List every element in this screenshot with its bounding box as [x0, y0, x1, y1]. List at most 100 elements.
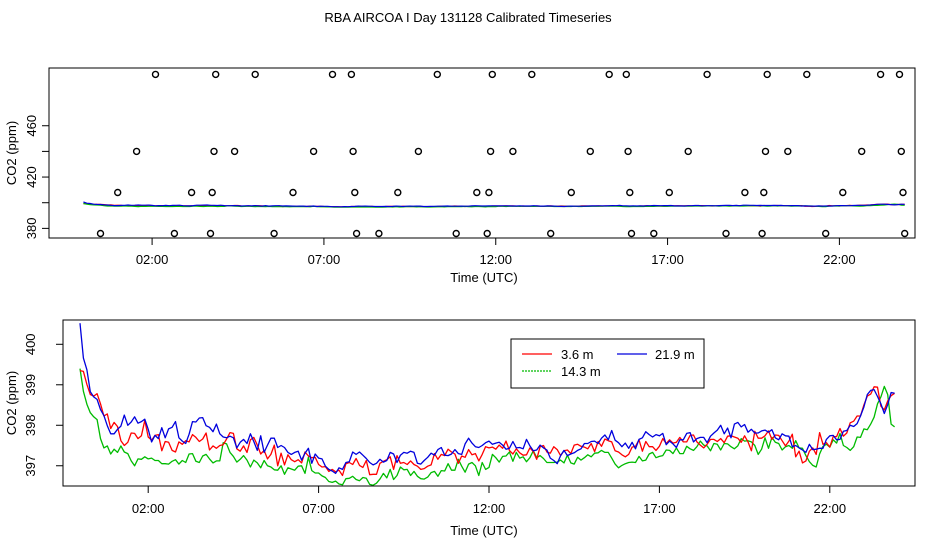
legend-label-14.3m: 14.3 m: [561, 364, 601, 379]
data-point: [760, 188, 768, 197]
data-point: [899, 188, 907, 197]
data-point: [96, 229, 105, 238]
plot-frame: [62, 319, 916, 487]
data-point: [627, 229, 636, 238]
series-line-21.9m: [79, 323, 895, 475]
data-point: [895, 70, 904, 79]
data-point: [567, 188, 575, 197]
series-line-3.6m: [79, 369, 895, 477]
data-point: [703, 70, 711, 79]
data-point: [605, 70, 613, 79]
data-point: [309, 147, 318, 156]
data-point: [414, 147, 423, 156]
y-tick-label: 380: [24, 218, 39, 240]
data-point: [113, 188, 122, 197]
y-tick-label: 397: [23, 455, 38, 477]
data-point: [586, 147, 594, 156]
x-tick-label: 22:00: [814, 501, 847, 516]
data-point: [528, 70, 536, 79]
data-point: [170, 229, 179, 238]
data-point: [803, 70, 811, 79]
legend: 3.6 m 14.3 m 21.9 m: [510, 338, 705, 389]
data-point: [473, 188, 481, 197]
data-point: [352, 229, 361, 238]
data-point: [251, 70, 259, 79]
legend-label-3.6m: 3.6 m: [561, 347, 594, 362]
data-point: [349, 147, 357, 156]
data-point: [488, 70, 496, 79]
data-point: [761, 147, 770, 156]
y-axis-label: CO2 (ppm): [4, 371, 19, 435]
y-axis: 397 398 399 400: [23, 333, 64, 477]
y-tick-label: 400: [23, 333, 38, 355]
data-point: [763, 70, 771, 79]
data-point: [485, 188, 493, 197]
data-point: [839, 188, 847, 197]
series-line-14.3m: [79, 368, 896, 486]
data-point: [483, 229, 491, 238]
y-axis: 380 420 460: [24, 100, 50, 240]
scatter-panel: 02:00 07:00 12:00 17:00 22:00 380 420 460 Time…: [4, 67, 916, 285]
x-axis: 02:00 07:00 12:00 17:00 22:00: [132, 485, 847, 516]
legend-label-21.9m: 21.9 m: [655, 347, 695, 362]
y-tick-label: 398: [23, 414, 38, 436]
x-tick-label: 12:00: [479, 252, 512, 267]
data-point: [509, 147, 517, 156]
data-point: [784, 147, 792, 156]
data-point: [289, 188, 297, 197]
data-point: [230, 147, 239, 156]
data-point: [270, 229, 278, 238]
data-point: [151, 70, 160, 79]
data-point: [622, 70, 630, 79]
data-point: [741, 188, 749, 197]
x-tick-label: 12:00: [473, 501, 506, 516]
x-tick-label: 07:00: [308, 252, 341, 267]
data-point: [858, 147, 866, 156]
figure-title: RBA AIRCOA I Day 131128 Calibrated Times…: [324, 10, 612, 25]
y-tick-label: 460: [24, 115, 39, 137]
plot-area: [79, 323, 896, 486]
data-point: [897, 147, 905, 156]
x-axis-label: Time (UTC): [450, 523, 517, 538]
data-point: [187, 188, 196, 197]
x-tick-label: 02:00: [132, 501, 165, 516]
series-line-14.3m: [83, 202, 905, 208]
data-point: [650, 229, 658, 238]
data-point: [208, 188, 216, 197]
data-point: [626, 188, 634, 197]
data-point: [132, 147, 141, 156]
x-tick-label: 17:00: [651, 252, 684, 267]
data-point: [211, 70, 220, 79]
data-point: [486, 147, 495, 156]
x-axis-label: Time (UTC): [450, 270, 517, 285]
data-point: [394, 188, 402, 197]
x-tick-label: 22:00: [823, 252, 856, 267]
y-tick-label: 420: [24, 166, 39, 188]
data-point: [210, 147, 218, 156]
data-point: [624, 147, 632, 156]
data-point: [547, 229, 555, 238]
data-point: [822, 229, 830, 238]
data-point: [351, 188, 359, 197]
data-point: [328, 70, 337, 79]
data-point: [665, 188, 673, 197]
data-point: [206, 229, 215, 238]
data-point: [901, 229, 909, 238]
data-point: [433, 70, 441, 79]
data-point: [876, 70, 885, 79]
data-point: [375, 229, 383, 238]
x-tick-label: 02:00: [136, 252, 169, 267]
line-panel: 02:00 07:00 12:00 17:00 22:00 397 398 399 400 T…: [4, 319, 916, 538]
y-tick-label: 399: [23, 374, 38, 396]
data-point: [722, 229, 730, 238]
x-tick-label: 17:00: [643, 501, 676, 516]
data-point: [684, 147, 692, 156]
y-axis-label: CO2 (ppm): [4, 121, 19, 185]
x-axis: 02:00 07:00 12:00 17:00 22:00: [136, 237, 856, 267]
data-point: [347, 70, 356, 79]
series-line-21.9m: [83, 201, 905, 208]
legend-box: [510, 338, 705, 389]
x-tick-label: 07:00: [302, 501, 335, 516]
plot-area: [83, 70, 909, 238]
